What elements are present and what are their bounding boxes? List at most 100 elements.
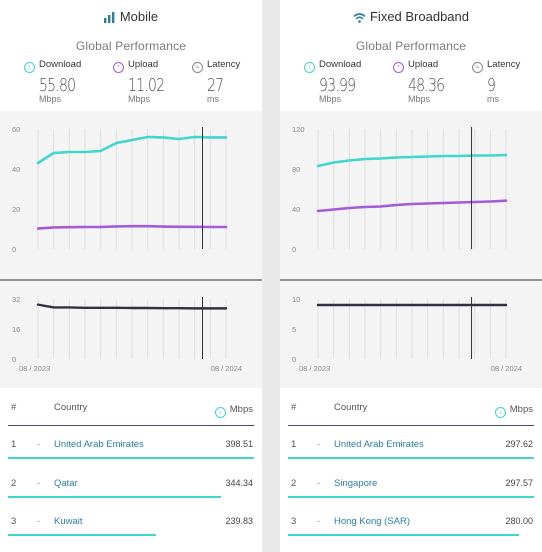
- row-value: 344.34: [225, 478, 253, 488]
- mobile-performance-chart[interactable]: 0 20 40 60 0 16 32 08 / 2023 08 / 2024: [0, 111, 262, 388]
- table-row[interactable]: 1 - United Arab Emirates 398.51: [0, 439, 262, 477]
- row-value: 398.51: [225, 439, 253, 449]
- y-tick-label: 80: [292, 165, 300, 174]
- metric-unit: Mbps: [39, 94, 62, 104]
- header-rank: #: [11, 402, 17, 413]
- table-row[interactable]: 1 - United Arab Emirates 297.62: [280, 439, 542, 477]
- header-value-label: Mbps: [229, 404, 253, 415]
- row-country-link[interactable]: United Arab Emirates: [54, 439, 144, 450]
- metric-label: Upload: [408, 59, 439, 70]
- metric-value: 27: [207, 75, 224, 96]
- download-icon: ↓: [494, 407, 506, 418]
- row-value-bar: [288, 496, 534, 498]
- download-icon: ↓: [214, 407, 226, 418]
- chart-background: [0, 111, 262, 388]
- table-row[interactable]: 3 - Kuwait 239.83: [0, 516, 262, 552]
- metric-value: 55.80: [39, 75, 76, 96]
- table-row[interactable]: 3 - Hong Kong (SAR) 280.00: [280, 516, 542, 552]
- wifi-icon: [353, 11, 366, 26]
- row-value: 297.62: [505, 439, 533, 449]
- fixed-broadband-panel: Fixed Broadband Global Performance ↓ Down…: [280, 0, 542, 552]
- download-icon: ↓: [24, 62, 35, 73]
- metric-upload: ↑ Upload 11.02 Mbps: [113, 58, 189, 104]
- header-country[interactable]: Country: [334, 402, 368, 413]
- y-tick-label: 32: [12, 295, 20, 304]
- table-row[interactable]: 2 - Qatar 344.34: [0, 478, 262, 516]
- row-dash: -: [317, 478, 321, 489]
- y-tick-label: 5: [292, 325, 296, 334]
- row-country-link[interactable]: United Arab Emirates: [334, 439, 424, 450]
- row-value: 239.83: [225, 516, 253, 526]
- metric-download: ↓ Download 55.80 Mbps: [24, 58, 100, 104]
- x-end-label: 08 / 2024: [211, 364, 242, 373]
- metric-latency: ≈ Latency 27 ms: [192, 58, 262, 104]
- metric-value: 9: [487, 75, 496, 96]
- download-series-line: [36, 135, 228, 165]
- row-country-link[interactable]: Kuwait: [54, 516, 83, 527]
- metric-unit: Mbps: [319, 94, 342, 104]
- panel-title: Mobile: [0, 9, 262, 26]
- header-value[interactable]: ↓ Mbps: [494, 404, 533, 418]
- y-tick-label: 20: [12, 205, 20, 214]
- metric-label: Latency: [207, 59, 241, 70]
- x-start-label: 08 / 2023: [299, 364, 330, 373]
- y-tick-label: 0: [12, 245, 16, 254]
- upload-icon: ↑: [393, 62, 404, 73]
- header-country[interactable]: Country: [54, 402, 88, 413]
- y-tick-label: 60: [12, 125, 20, 134]
- upload-icon: ↑: [113, 62, 124, 73]
- metric-download: ↓ Download 93.99 Mbps: [304, 58, 380, 104]
- signal-bars-icon: [103, 11, 116, 26]
- upload-series-line: [316, 199, 508, 213]
- upload-series-line: [36, 224, 228, 230]
- panel-subtitle: Global Performance: [355, 39, 467, 53]
- table-header: # Country ↓ Mbps: [280, 402, 542, 422]
- header-divider: [8, 425, 254, 426]
- y-tick-label: 120: [292, 125, 305, 134]
- latency-icon: ≈: [472, 62, 483, 73]
- row-rank: 1: [291, 439, 297, 450]
- header-value[interactable]: ↓ Mbps: [214, 404, 253, 418]
- table-row[interactable]: 2 - Singapore 297.57: [280, 478, 542, 516]
- header-rank: #: [291, 402, 297, 413]
- row-rank: 2: [11, 478, 17, 489]
- fixed-performance-chart[interactable]: 0 40 80 120 0 5 10 08 / 2023 08 / 2024: [280, 111, 542, 388]
- y-tick-label: 0: [292, 355, 296, 364]
- row-dash: -: [37, 478, 41, 489]
- row-value: 297.57: [505, 478, 533, 488]
- panel-title-text: Fixed Broadband: [369, 9, 469, 24]
- latency-series-line: [36, 303, 228, 310]
- y-tick-label: 16: [12, 325, 20, 334]
- metric-value: 48.36: [408, 75, 445, 96]
- row-country-link[interactable]: Singapore: [334, 478, 378, 489]
- metric-unit: ms: [487, 94, 499, 104]
- row-value-bar: [8, 457, 254, 459]
- header-value-label: Mbps: [509, 404, 533, 415]
- metric-latency: ≈ Latency 9 ms: [472, 58, 542, 104]
- metric-unit: Mbps: [128, 94, 151, 104]
- download-series-line: [316, 153, 508, 168]
- panel-title-text: Mobile: [119, 9, 159, 24]
- row-rank: 3: [291, 516, 297, 527]
- metric-value: 11.02: [128, 75, 165, 96]
- row-dash: -: [317, 516, 321, 527]
- metric-unit: Mbps: [408, 94, 431, 104]
- table-header: # Country ↓ Mbps: [0, 402, 262, 422]
- row-value: 280.00: [505, 516, 533, 526]
- metric-label: Download: [39, 59, 82, 70]
- metric-upload: ↑ Upload 48.36 Mbps: [393, 58, 469, 104]
- metric-label: Download: [319, 59, 362, 70]
- row-dash: -: [37, 439, 41, 450]
- y-tick-label: 0: [292, 245, 296, 254]
- x-start-label: 08 / 2023: [19, 364, 50, 373]
- y-tick-label: 10: [292, 295, 300, 304]
- panel-title: Fixed Broadband: [280, 9, 542, 26]
- row-country-link[interactable]: Qatar: [54, 478, 78, 489]
- metric-label: Latency: [487, 59, 521, 70]
- metric-label: Upload: [128, 59, 159, 70]
- header-divider: [288, 425, 534, 426]
- row-rank: 2: [291, 478, 297, 489]
- row-country-link[interactable]: Hong Kong (SAR): [334, 516, 411, 527]
- row-value-bar: [288, 457, 534, 459]
- mobile-panel: Mobile Global Performance ↓ Download 55.8…: [0, 0, 262, 552]
